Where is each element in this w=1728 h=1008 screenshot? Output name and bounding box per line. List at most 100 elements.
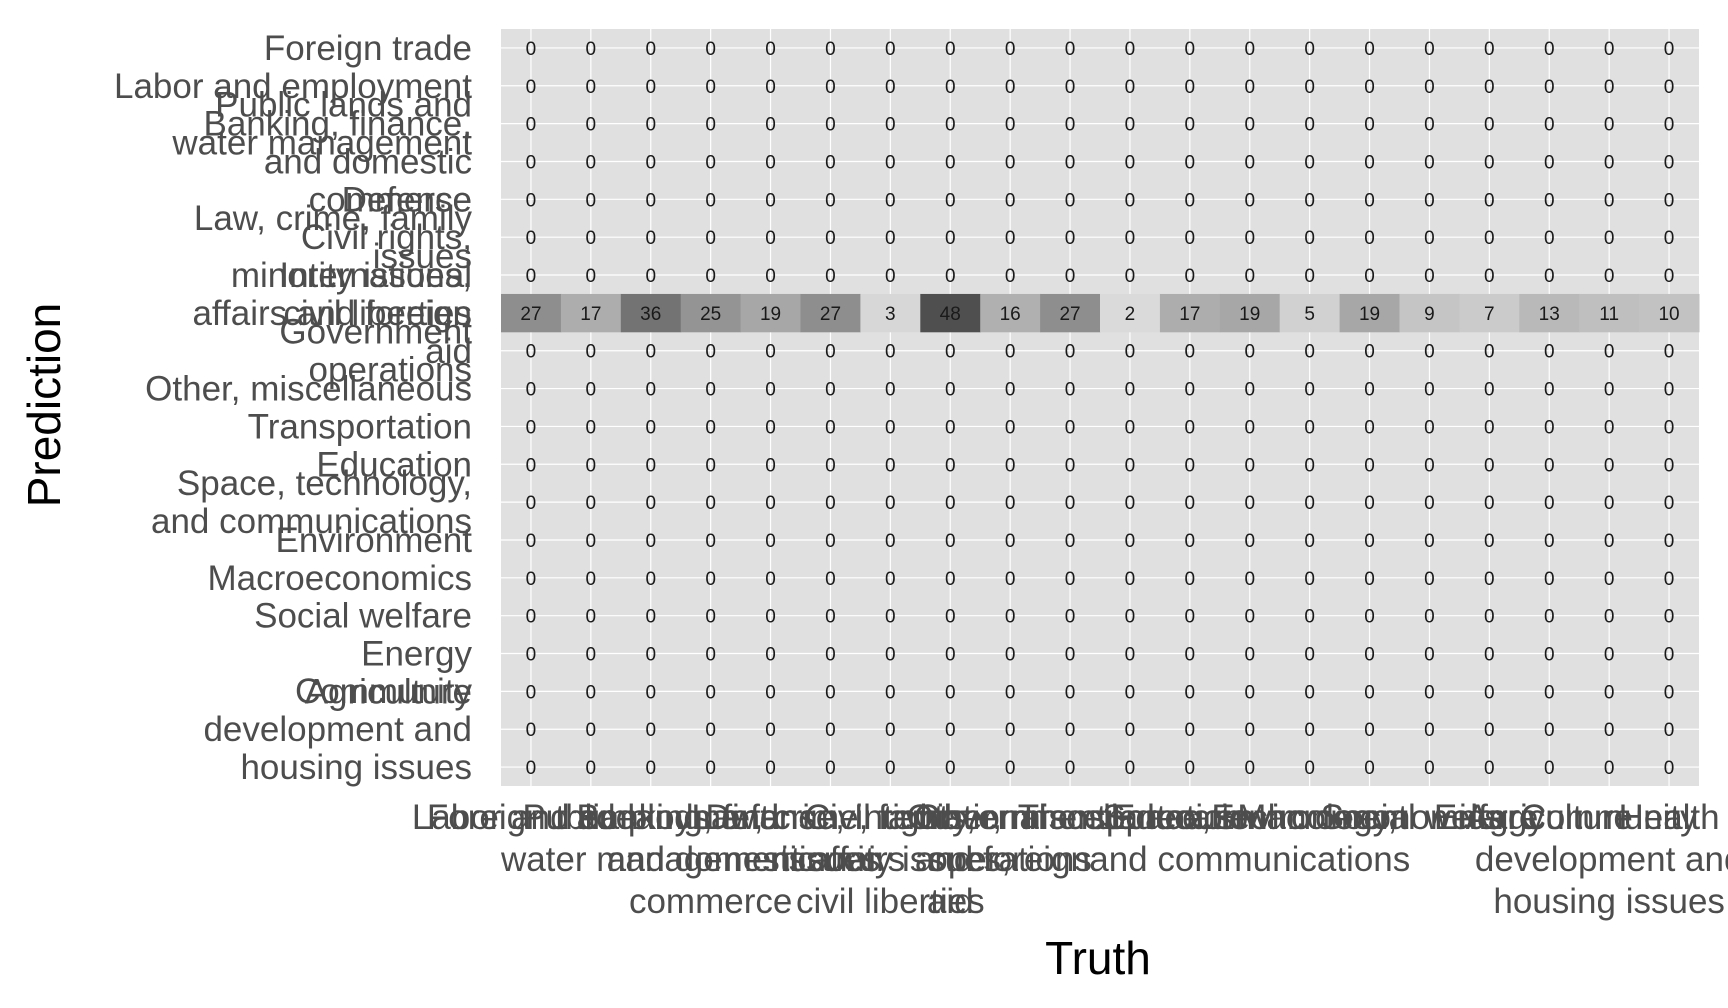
cell-value-label: 0 — [1364, 493, 1375, 514]
cell-value-label: 0 — [1185, 493, 1196, 514]
heatmap-cell — [620, 293, 682, 333]
cell-value-label: 0 — [1664, 493, 1675, 514]
cell-value-label: 0 — [1424, 190, 1435, 211]
cell-value-label: 0 — [765, 77, 776, 98]
cell-value-label: 0 — [1604, 720, 1615, 741]
cell-value-label: 0 — [945, 569, 956, 590]
cell-value-label: 0 — [945, 152, 956, 173]
cell-value-label: 0 — [1185, 645, 1196, 666]
cell-value-label: 0 — [1005, 645, 1016, 666]
cell-value-label: 0 — [1484, 645, 1495, 666]
x-tick-label: Other, miscellaneous — [907, 798, 1234, 837]
cell-value-label: 0 — [526, 493, 537, 514]
cell-value-label: 0 — [1304, 417, 1315, 438]
heatmap-cell — [860, 293, 921, 333]
cell-value-label: 10 — [1658, 304, 1679, 325]
cell-value-label: 0 — [1304, 152, 1315, 173]
cell-value-label: 0 — [526, 417, 537, 438]
cell-value-label: 0 — [1484, 77, 1495, 98]
cell-value-label: 0 — [1125, 228, 1136, 249]
cell-value-label: 0 — [1424, 152, 1435, 173]
y-tick-label: Public lands and water management — [171, 86, 472, 163]
cell-value-label: 0 — [1664, 380, 1675, 401]
heatmap-cell — [800, 293, 861, 333]
cell-value-label: 0 — [1664, 228, 1675, 249]
cell-value-label: 0 — [1604, 77, 1615, 98]
cell-value-label: 0 — [645, 190, 656, 211]
cell-value-label: 0 — [1484, 455, 1495, 476]
cell-value-label: 0 — [1065, 455, 1076, 476]
cell-value-label: 0 — [1544, 77, 1555, 98]
cell-value-label: 0 — [526, 569, 537, 590]
x-tick-label: Education — [1112, 798, 1268, 837]
cell-value-label: 0 — [885, 190, 896, 211]
heatmap-cell — [980, 293, 1041, 333]
cell-value-label: 0 — [1544, 682, 1555, 703]
y-tick-label: Banking, finance, and domestic commerce — [203, 104, 472, 219]
cell-value-label: 0 — [1185, 342, 1196, 363]
cell-value-label: 0 — [1244, 682, 1255, 703]
cell-value-label: 0 — [765, 569, 776, 590]
cell-value-label: 0 — [1364, 39, 1375, 60]
cell-value-label: 19 — [760, 304, 781, 325]
cell-value-label: 0 — [705, 607, 716, 628]
cell-value-label: 0 — [1065, 380, 1076, 401]
cell-value-label: 0 — [1065, 342, 1076, 363]
cell-value-label: 0 — [645, 77, 656, 98]
cell-value-label: 0 — [1304, 115, 1315, 136]
cell-value-label: 0 — [825, 342, 836, 363]
cell-value-label: 2 — [1125, 304, 1136, 325]
cell-value-label: 0 — [1125, 342, 1136, 363]
y-tick-label: Government operations — [279, 313, 472, 390]
cell-value-label: 0 — [765, 682, 776, 703]
cell-value-label: 0 — [1065, 569, 1076, 590]
cell-value-label: 0 — [526, 682, 537, 703]
cell-value-label: 0 — [645, 380, 656, 401]
cell-value-label: 0 — [1544, 569, 1555, 590]
cell-value-label: 0 — [1304, 39, 1315, 60]
cell-value-label: 0 — [1604, 115, 1615, 136]
heatmap-cell — [501, 293, 562, 333]
cell-value-label: 0 — [1424, 380, 1435, 401]
cell-value-label: 0 — [1185, 455, 1196, 476]
cell-value-label: 0 — [1244, 607, 1255, 628]
cell-value-label: 0 — [586, 115, 597, 136]
cell-value-label: 0 — [885, 152, 896, 173]
cell-value-label: 0 — [1125, 645, 1136, 666]
cell-value-label: 0 — [1244, 39, 1255, 60]
cell-value-label: 0 — [945, 342, 956, 363]
cell-value-label: 0 — [1304, 342, 1315, 363]
cell-value-label: 0 — [1185, 607, 1196, 628]
cell-value-label: 0 — [1005, 531, 1016, 552]
cell-value-label: 0 — [1424, 758, 1435, 779]
cell-value-label: 0 — [645, 342, 656, 363]
x-tick-label: Government operations — [914, 798, 1107, 879]
cell-value-label: 0 — [1065, 77, 1076, 98]
cell-value-label: 0 — [1185, 39, 1196, 60]
cell-value-label: 0 — [1544, 455, 1555, 476]
cell-value-label: 0 — [1364, 455, 1375, 476]
cell-value-label: 0 — [645, 152, 656, 173]
cell-value-label: 0 — [1125, 115, 1136, 136]
heatmap-cell — [680, 293, 742, 333]
cell-value-label: 0 — [705, 77, 716, 98]
cell-value-label: 0 — [645, 607, 656, 628]
cell-value-label: 0 — [705, 569, 716, 590]
cell-value-label: 0 — [945, 493, 956, 514]
x-tick-label: Banking, finance, and domestic commerce — [576, 798, 845, 921]
cell-value-label: 0 — [1125, 682, 1136, 703]
cell-value-label: 0 — [645, 417, 656, 438]
cell-value-label: 0 — [885, 682, 896, 703]
y-tick-label: Foreign trade — [264, 29, 472, 68]
cell-value-label: 0 — [1125, 607, 1136, 628]
cell-value-label: 0 — [765, 531, 776, 552]
cell-value-label: 0 — [1065, 607, 1076, 628]
cell-value-label: 0 — [1065, 228, 1076, 249]
cell-value-label: 0 — [1424, 455, 1435, 476]
heatmap-cell — [1040, 293, 1101, 333]
cell-value-label: 27 — [520, 304, 541, 325]
cell-value-label: 0 — [1125, 266, 1136, 287]
cell-value-label: 0 — [1125, 455, 1136, 476]
cell-value-label: 0 — [1125, 720, 1136, 741]
cell-value-label: 0 — [1424, 342, 1435, 363]
